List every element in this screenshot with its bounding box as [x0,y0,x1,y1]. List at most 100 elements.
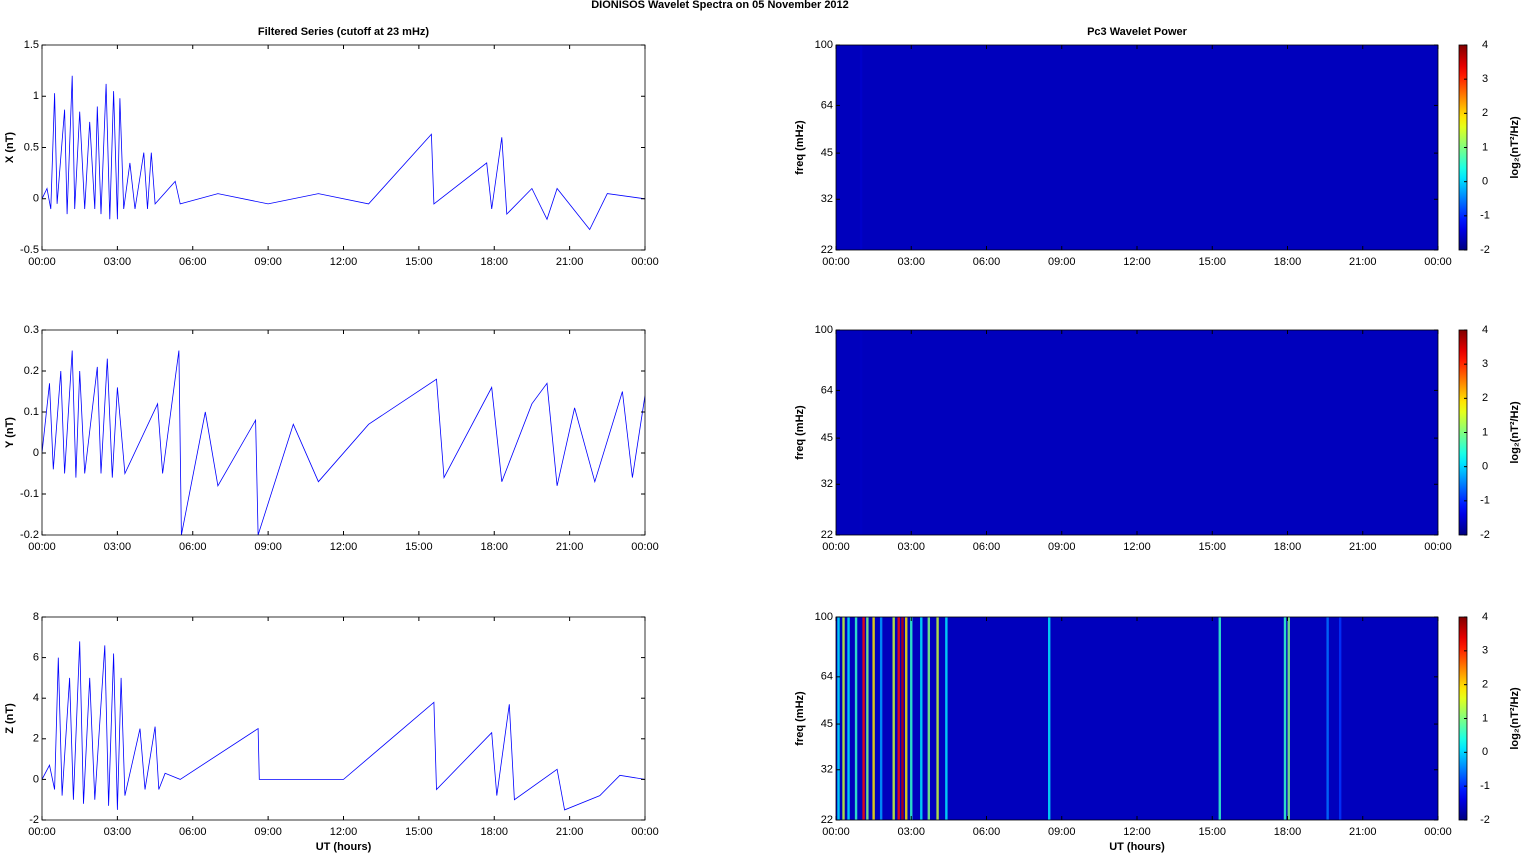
power-column [859,45,863,250]
colorbar-tick-label: 3 [1482,73,1488,85]
heatmap-background [836,617,1438,820]
x-tick-label: 00:00 [822,256,850,268]
plot-frame [41,616,646,821]
power-column [1048,617,1051,820]
power-column [927,617,931,820]
x-tick-label: 00:00 [631,541,659,553]
x-tick-label: 00:00 [822,826,850,838]
x-tick-label: 12:00 [1123,256,1151,268]
y-tick-label: 64 [821,384,833,396]
plot-frame [41,329,646,536]
power-column [901,617,904,820]
colorbar-tick-label: 1 [1482,141,1488,153]
y-tick-label: 22 [821,529,833,541]
x-tick-label: 09:00 [254,826,282,838]
power-column [920,617,923,820]
x-tick-label: 09:00 [254,541,282,553]
line [42,641,645,811]
colorbar-label: log₂(nT²/Hz) [1509,687,1521,750]
x-tick-label: 06:00 [179,256,207,268]
x-tick-label: 00:00 [28,826,56,838]
y-tick-label: 100 [815,39,833,51]
power-column [1218,617,1221,820]
x-tick-label: 00:00 [1424,541,1452,553]
x-tick-label: 18:00 [480,541,508,553]
y-tick-label: 0.3 [24,324,39,336]
colorbar-tick-label: 2 [1482,392,1488,404]
power-column [879,617,883,820]
y-axis-label: freq (mHz) [794,405,806,460]
x-tick-label: 15:00 [1198,826,1226,838]
colorbar-tick-label: -1 [1480,210,1490,222]
x-tick-label: 09:00 [1048,256,1076,268]
power-column [1287,617,1290,820]
x-tick-label: 21:00 [556,256,584,268]
heatmap [859,330,863,535]
x-tick-label: 06:00 [973,541,1001,553]
x-tick-label: 18:00 [1274,826,1302,838]
x-tick-label: 15:00 [405,256,433,268]
x-tick-label: 18:00 [480,826,508,838]
y-tick-label: 22 [821,814,833,826]
y-tick-label: 0 [33,193,39,205]
y-tick-label: 0 [33,773,39,785]
series [42,641,645,811]
heatmap-background [836,45,1438,250]
y-tick-label: 1 [33,90,39,102]
colorbar-label: log₂(nT²/Hz) [1509,401,1521,464]
colorbar-tick-label: 4 [1482,611,1488,623]
colorbar-tick-label: 0 [1482,176,1488,188]
x-tick-label: 21:00 [556,826,584,838]
y-tick-label: 45 [821,718,833,730]
colorbar-tick-label: 4 [1482,39,1488,51]
power-column [1326,617,1329,820]
colorbar-tick-label: -1 [1480,780,1490,792]
y-tick-label: 22 [821,244,833,256]
y-axis-label: freq (mHz) [794,120,806,175]
y-axis-label: Y (nT) [4,417,16,448]
y-tick-label: 0.2 [24,365,39,377]
y-tick-label: 8 [33,611,39,623]
y-tick-label: 0.5 [24,141,39,153]
x-tick-label: 12:00 [330,256,358,268]
y-tick-label: 32 [821,478,833,490]
x-tick-label: 15:00 [1198,256,1226,268]
x-tick-label: 00:00 [631,826,659,838]
power-column [842,617,845,820]
heatmap-background [836,330,1438,535]
x-tick-label: 06:00 [973,826,1001,838]
x-axis-label: UT (hours) [1109,841,1165,853]
x-tick-label: 00:00 [28,541,56,553]
y-tick-label: 45 [821,432,833,444]
colorbar-tick-label: 2 [1482,107,1488,119]
x-tick-label: 06:00 [973,256,1001,268]
y-axis-label: X (nT) [4,132,16,163]
x-tick-label: 21:00 [556,541,584,553]
colorbar-tick-label: 3 [1482,645,1488,657]
x-tick-label: 12:00 [330,826,358,838]
x-tick-label: 15:00 [405,541,433,553]
power-column [837,617,840,820]
y-axis-label: freq (mHz) [794,691,806,746]
y-axis-label: Z (nT) [4,703,16,734]
power-column [859,330,863,535]
power-column [945,617,948,820]
colorbar-label: log₂(nT²/Hz) [1509,116,1521,179]
x-tick-label: 03:00 [104,541,132,553]
x-tick-label: 03:00 [104,256,132,268]
power-column [936,617,939,820]
y-tick-label: -0.1 [20,488,39,500]
x-tick-label: 21:00 [1349,541,1377,553]
x-tick-label: 09:00 [254,256,282,268]
y-tick-label: 0 [33,447,39,459]
y-tick-label: 32 [821,764,833,776]
x-tick-label: 09:00 [1048,541,1076,553]
power-column [910,617,913,820]
power-column [866,617,869,820]
colorbar-tick-label: 1 [1482,712,1488,724]
y-tick-label: 0.1 [24,406,39,418]
colorbar-tick-label: -2 [1480,814,1490,826]
colorbar-tick-label: 0 [1482,746,1488,758]
x-tick-label: 06:00 [179,541,207,553]
